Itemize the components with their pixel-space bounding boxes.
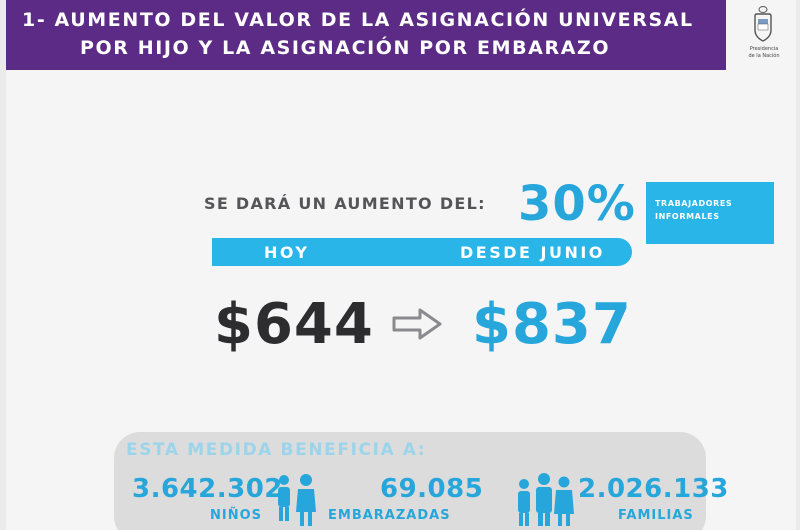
stat-children-label: NIÑOS [210, 508, 263, 523]
presidency-logo: Presidencia de la Nación [726, 0, 796, 70]
increase-label: SE DARÁ UN AUMENTO DEL: [204, 194, 486, 213]
right-arrow-icon [392, 308, 442, 340]
seal-icon [754, 6, 772, 42]
stat-pregnant-label: EMBARAZADAS [328, 508, 451, 523]
stat-families-label: FAMILIAS [618, 508, 694, 523]
infographic: 1- AUMENTO DEL VALOR DE LA ASIGNACIÓN UN… [6, 0, 796, 530]
amount-june: $837 [472, 292, 632, 357]
benefits-title: ESTA MEDIDA BENEFICIA A: [126, 440, 427, 460]
stat-children-value: 3.642.302 [132, 474, 283, 504]
badge-line-2: INFORMALES [655, 212, 720, 221]
stat-families-value: 2.026.133 [578, 474, 729, 504]
title-line-1: 1- AUMENTO DEL VALOR DE LA ASIGNACIÓN UN… [22, 9, 694, 31]
amount-today: $644 [214, 292, 374, 357]
stat-pregnant-value: 69.085 [380, 474, 484, 504]
informal-workers-badge: TRABAJADORES INFORMALES [646, 182, 774, 244]
family-icon [518, 473, 574, 526]
period-today-label: HOY [264, 243, 310, 262]
child-icon [278, 474, 316, 526]
title-banner: 1- AUMENTO DEL VALOR DE LA ASIGNACIÓN UN… [6, 0, 728, 70]
period-bar: HOY DESDE JUNIO [212, 238, 632, 266]
benefits-panel [114, 432, 706, 530]
logo-text-line-2: de la Nación [748, 53, 780, 59]
badge-line-1: TRABAJADORES [655, 199, 733, 208]
period-june-label: DESDE JUNIO [460, 243, 605, 262]
title-line-2: POR HIJO Y LA ASIGNACIÓN POR EMBARAZO [80, 37, 611, 59]
increase-percent: 30% [518, 176, 636, 232]
logo-text-line-1: Presidencia [749, 46, 779, 52]
